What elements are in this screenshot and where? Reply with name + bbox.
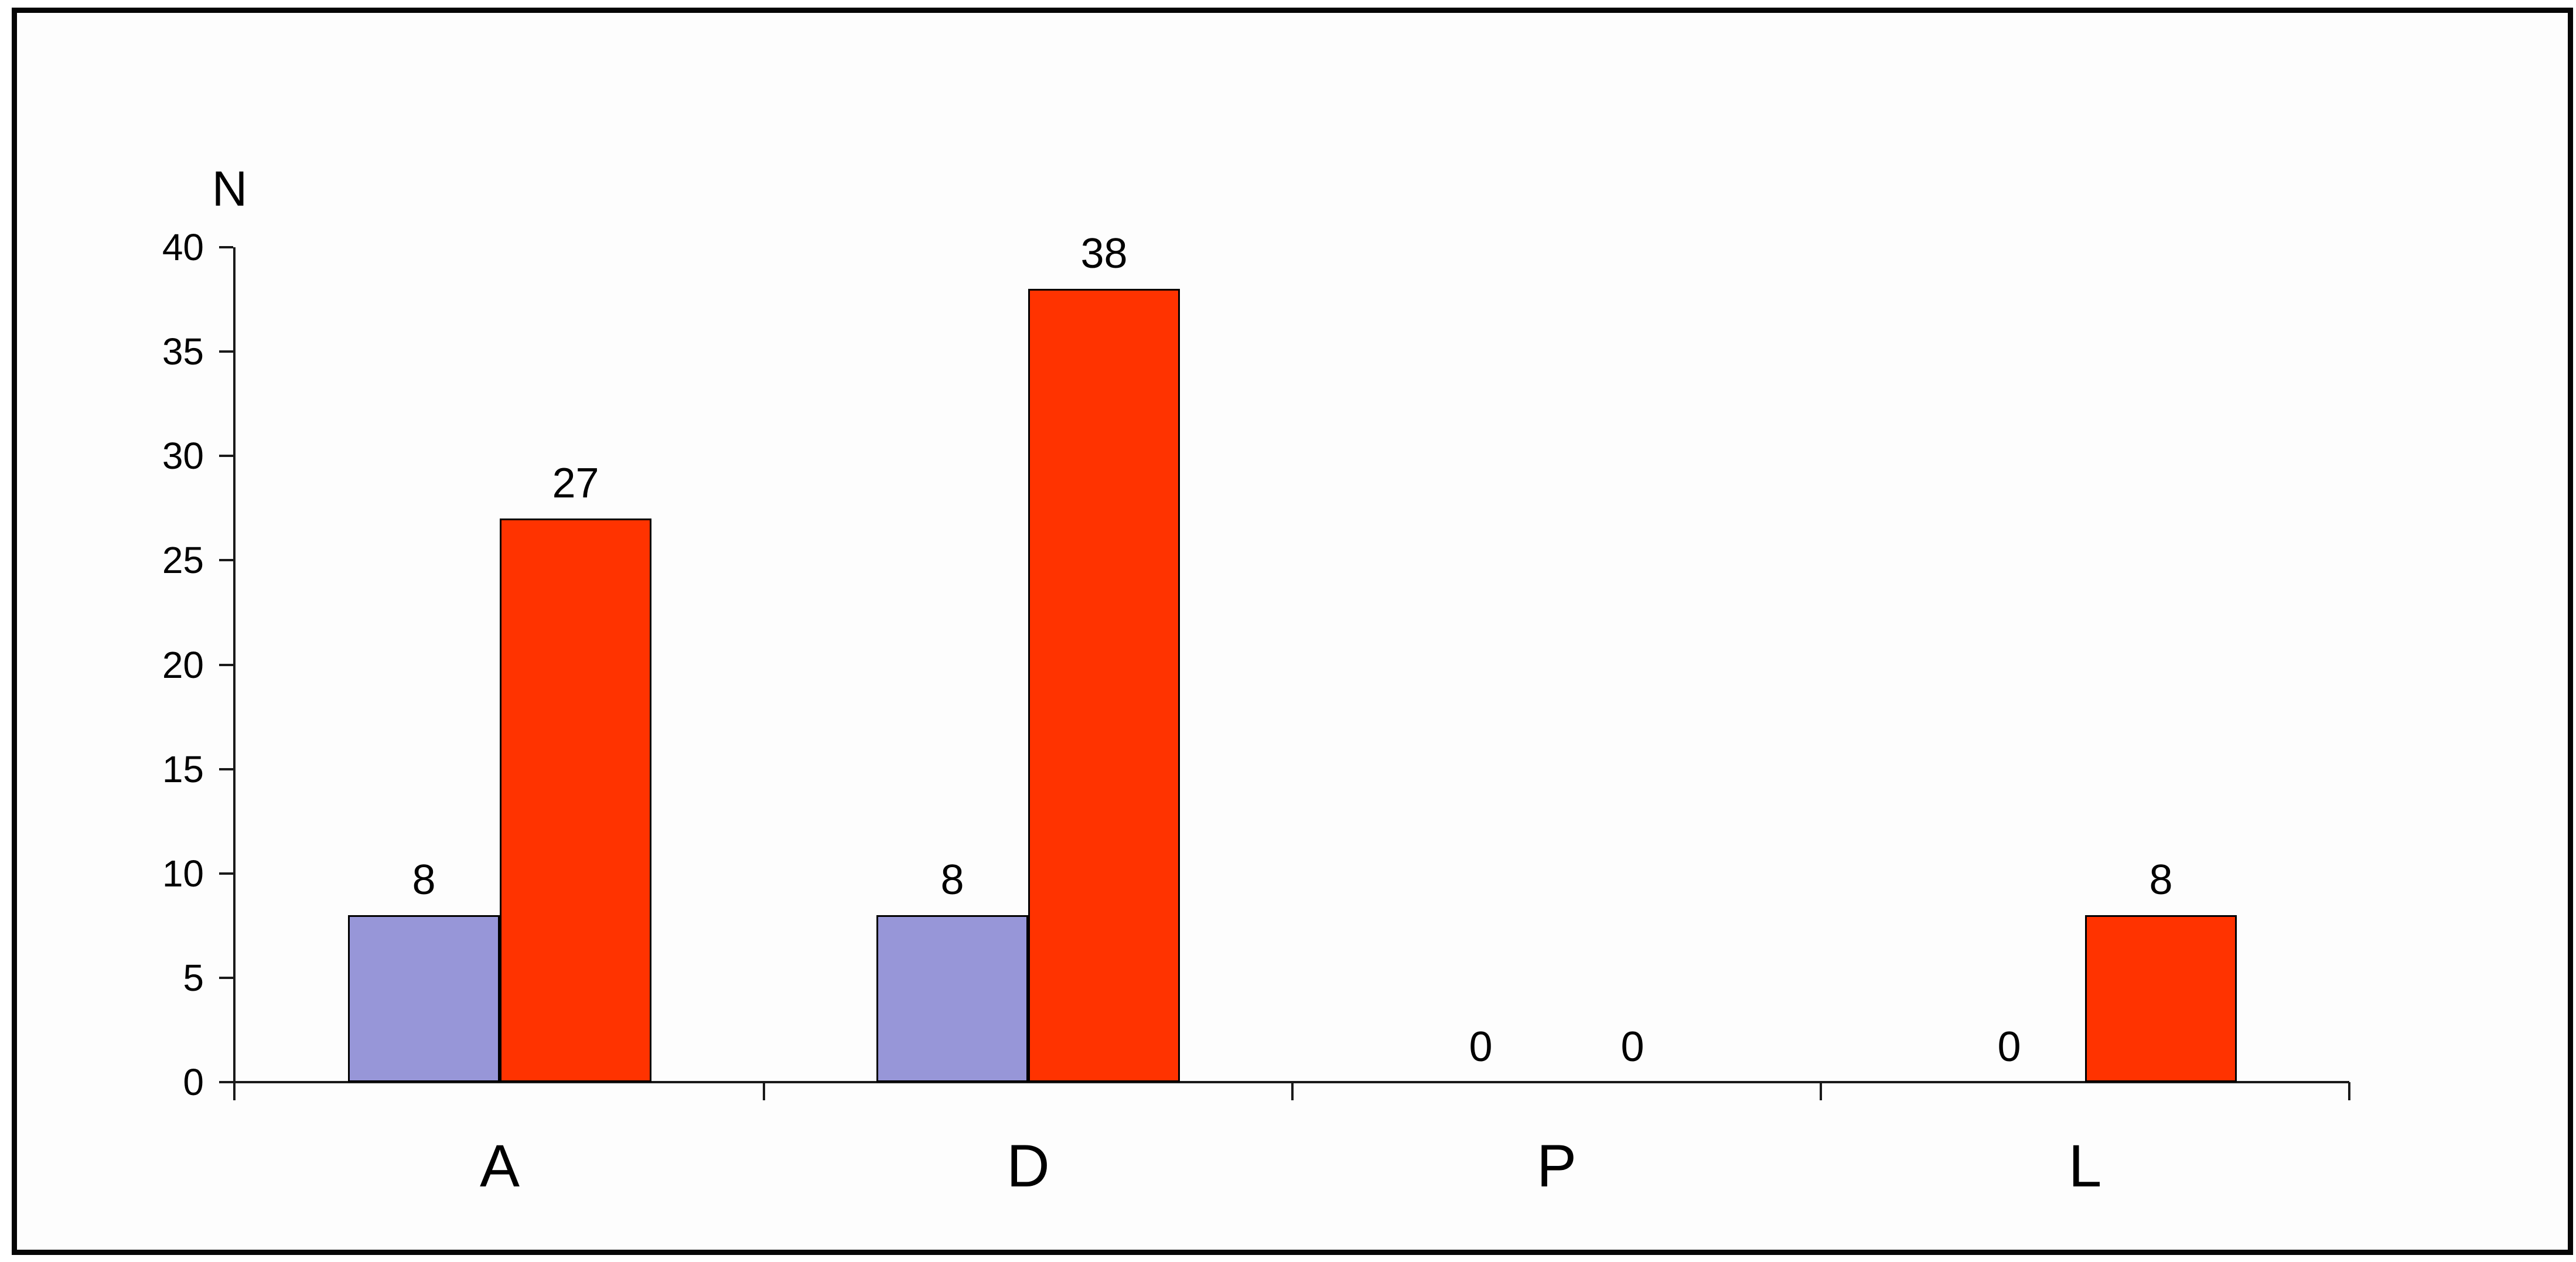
- y-tick: [219, 350, 233, 353]
- y-tick-label: 20: [162, 643, 204, 686]
- bar-value-label-series-1-P: 0: [1469, 1024, 1493, 1070]
- y-tick-label: 25: [162, 539, 204, 582]
- bar-value-label-series-1-L: 0: [1997, 1024, 2021, 1070]
- bar-series-1-D: [876, 915, 1028, 1082]
- x-tick: [2348, 1082, 2350, 1100]
- bar-value-label-series-2-P: 0: [1620, 1024, 1644, 1070]
- category-label-A: A: [479, 1133, 520, 1199]
- bar-value-label-series-1-A: 8: [412, 857, 436, 903]
- chart-frame: N 0 5 10 15 20 25 30 35 40 8 27 8 38 0 0 0 8 A D P L: [12, 8, 2573, 1255]
- bar-value-label-series-2-L: 8: [2149, 857, 2173, 903]
- y-tick: [219, 872, 233, 875]
- y-tick: [219, 976, 233, 979]
- y-tick-label: 35: [162, 330, 204, 373]
- category-label-P: P: [1536, 1133, 1577, 1199]
- bar-value-label-series-2-A: 27: [552, 460, 599, 507]
- y-tick-label: 5: [183, 956, 204, 999]
- x-tick: [1291, 1082, 1294, 1100]
- y-tick: [219, 246, 233, 248]
- y-tick-label: 30: [162, 435, 204, 477]
- y-axis-line: [233, 247, 236, 1100]
- x-tick: [1820, 1082, 1822, 1100]
- y-tick-label: 10: [162, 852, 204, 895]
- bar-series-2-A: [500, 519, 651, 1082]
- category-label-D: D: [1006, 1133, 1050, 1199]
- bar-series-1-A: [348, 915, 500, 1082]
- bar-value-label-series-2-D: 38: [1080, 230, 1128, 278]
- y-tick: [219, 768, 233, 770]
- y-tick-label: 40: [162, 226, 204, 268]
- y-tick: [219, 455, 233, 458]
- bar-value-label-series-1-D: 8: [940, 857, 964, 903]
- plot-area: N 0 5 10 15 20 25 30 35 40 8 27 8 38 0 0 0 8 A D P L: [17, 13, 2568, 1250]
- bar-series-2-L: [2085, 915, 2237, 1082]
- bar-series-2-D: [1028, 289, 1180, 1082]
- y-tick: [219, 1081, 233, 1083]
- x-tick: [763, 1082, 765, 1100]
- y-axis-title: N: [211, 161, 248, 216]
- category-label-L: L: [2068, 1133, 2102, 1199]
- y-tick: [219, 559, 233, 562]
- y-tick: [219, 663, 233, 666]
- y-tick-label: 0: [183, 1061, 204, 1103]
- y-tick-label: 15: [162, 748, 204, 790]
